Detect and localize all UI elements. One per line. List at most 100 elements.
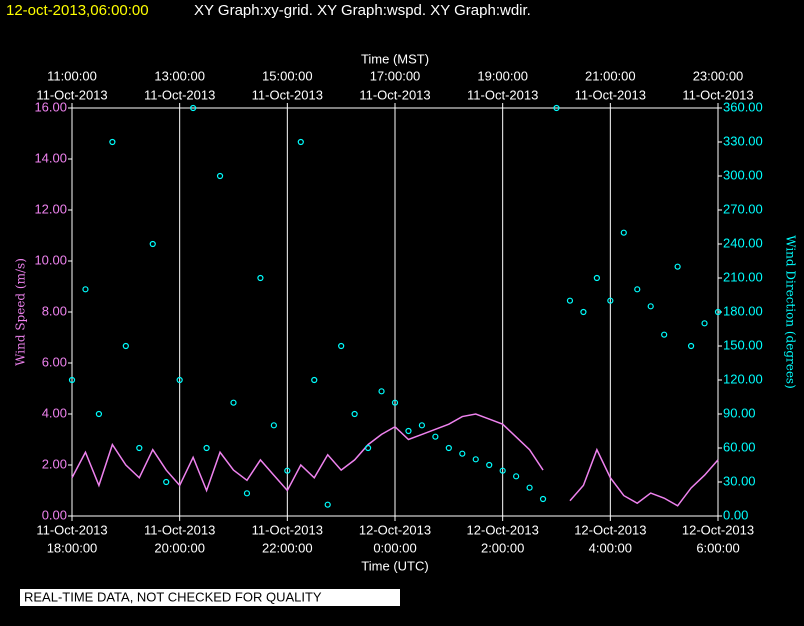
direction-point [714,308,722,316]
x2-tick-label: 11-Oct-2013 [252,87,323,102]
direction-point [230,399,237,406]
timestamp: 12-oct-2013,06:00:00 [6,2,149,19]
x2-tick-label: 11:00:00 [47,68,97,83]
direction-point [95,410,103,418]
direction-point [364,444,372,452]
direction-point [687,342,695,350]
direction-point [674,263,681,270]
direction-point [499,467,506,474]
direction-point [701,320,708,327]
y-axis-title: Wind Speed (m/s) [14,258,28,366]
direction-point [243,490,251,497]
y-tick-label: 16.00 [34,99,67,114]
y2-tick-label: 210.00 [723,269,763,284]
x-tick-label: 18:00:00 [47,540,98,555]
direction-point [122,342,129,350]
y-tick-label: 14.00 [34,150,67,165]
y2-axis-title: Wind Direction (degrees) [784,235,798,389]
y-tick-label: 10.00 [34,252,67,267]
direction-point [149,240,156,248]
x-tick-label: 11-Oct-2013 [252,522,323,537]
speed-line [71,413,544,493]
direction-point [661,331,668,338]
footer-box [20,589,400,606]
y2-tick-label: 300.00 [723,167,763,182]
x-tick-label: 12-Oct-2013 [574,522,646,537]
direction-point [620,229,627,236]
x2-tick-label: 23:00:00 [693,68,744,83]
x-tick-label: 6:00:00 [696,540,739,555]
direction-point [82,286,89,293]
x-axis-title-top: Time (MST) [361,51,429,66]
chart-title: XY Graph:xy-grid. XY Graph:wspd. XY Grap… [194,2,531,19]
y-tick-label: 4.00 [42,405,67,420]
x2-tick-label: 11-Oct-2013 [682,87,753,102]
direction-point [580,308,587,316]
direction-point [324,501,331,508]
y-tick-label: 12.00 [34,201,67,216]
direction-point [513,473,520,480]
x2-tick-label: 11-Oct-2013 [359,87,430,102]
direction-point [432,433,439,440]
direction-point [445,444,452,452]
direction-point [539,495,547,503]
x-tick-label: 2:00:00 [481,540,524,555]
direction-point [634,286,641,293]
direction-point [459,450,466,457]
x2-tick-label: 11-Oct-2013 [467,87,538,102]
y2-tick-label: 90.00 [723,405,756,420]
direction-point [378,388,385,395]
x2-tick-label: 11-Oct-2013 [144,87,215,102]
y2-tick-label: 30.00 [723,473,756,488]
direction-point [257,274,264,282]
direction-point [647,303,654,310]
direction-point [593,274,600,282]
plot-frame [71,107,719,517]
x2-tick-label: 17:00:00 [370,68,421,83]
x-tick-label: 12-Oct-2013 [359,522,431,537]
direction-point [109,138,116,146]
direction-point [566,297,574,304]
y2-tick-label: 360.00 [723,99,763,114]
direction-point [311,376,318,384]
direction-point [526,484,533,491]
y2-tick-label: 60.00 [723,439,756,454]
direction-point [284,467,291,474]
direction-point [405,427,412,435]
direction-point [216,172,224,180]
direction-point [68,376,76,384]
direction-point [472,456,479,463]
x2-tick-label: 11-Oct-2013 [36,87,107,102]
x-tick-label: 12-Oct-2013 [467,522,539,537]
y-tick-label: 0.00 [42,507,67,522]
x2-tick-label: 13:00:00 [154,68,205,83]
y2-tick-label: 120.00 [723,371,763,386]
direction-point [553,104,560,112]
direction-point [190,104,197,112]
y-tick-label: 2.00 [42,456,67,471]
direction-point [136,444,143,452]
direction-point [297,138,304,146]
speed-line [569,447,719,507]
y2-tick-label: 240.00 [723,235,763,250]
x-tick-label: 0:00:00 [373,540,416,555]
x2-tick-label: 21:00:00 [585,68,636,83]
y-tick-label: 6.00 [42,354,67,369]
direction-point [418,422,426,429]
x-tick-label: 11-Oct-2013 [144,522,215,537]
y2-tick-label: 270.00 [723,201,763,216]
direction-point [203,444,210,452]
y-tick-label: 8.00 [42,303,67,318]
direction-point [270,422,277,429]
direction-point [163,478,170,486]
x-tick-label: 22:00:00 [262,540,313,555]
direction-point [338,342,345,350]
direction-point [486,461,493,469]
direction-point [607,297,614,304]
footer: REAL-TIME DATA, NOT CHECKED FOR QUALITY [24,589,322,604]
x-tick-label: 12-Oct-2013 [682,522,754,537]
x2-tick-label: 15:00:00 [262,68,313,83]
x2-tick-label: 11-Oct-2013 [575,87,646,102]
x2-tick-label: 19:00:00 [477,68,528,83]
